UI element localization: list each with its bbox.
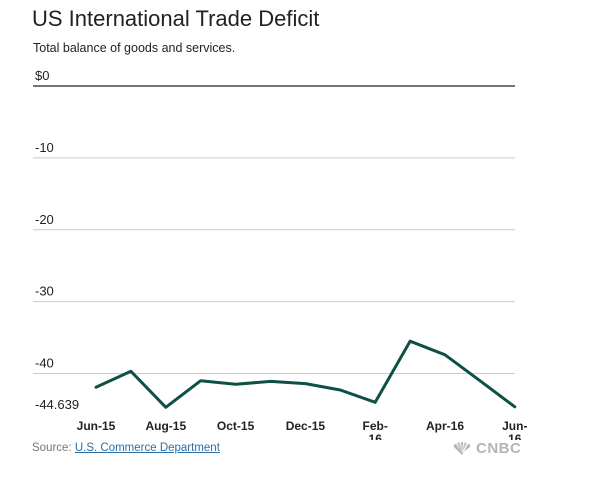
- x-tick-label: Oct-15: [217, 419, 255, 433]
- cnbc-logo: CNBC: [452, 440, 521, 457]
- y-tick-label: -30: [35, 284, 54, 299]
- y-tick-label: $0: [35, 68, 49, 83]
- x-tick-label: Feb-16: [363, 419, 388, 440]
- chart-subtitle: Total balance of goods and services.: [33, 41, 235, 55]
- x-tick-label: Apr-16: [426, 419, 464, 433]
- source-prefix: Source:: [32, 442, 75, 454]
- y-axis-ticks: $0 -10 -20 -30 -40 -44.639: [35, 68, 79, 412]
- logo-text: CNBC: [476, 440, 522, 457]
- y-tick-label: -10: [35, 140, 54, 155]
- chart-title: US International Trade Deficit: [32, 6, 319, 31]
- x-axis-ticks: Jun-15 Aug-15 Oct-15 Dec-15 Feb-16 Apr-16 Jun-…: [77, 419, 528, 440]
- nbc-peacock-icon: [453, 441, 471, 455]
- source-note: Source: U.S. Commerce Department: [32, 442, 220, 454]
- x-tick-label: Dec-15: [286, 419, 326, 433]
- source-link[interactable]: U.S. Commerce Department: [74, 442, 220, 454]
- x-tick-label: Aug-15: [145, 419, 186, 433]
- x-tick-label: Jun-16: [502, 419, 527, 440]
- gridlines: [33, 85, 515, 374]
- series-line: [94, 339, 517, 409]
- y-tick-label: -40: [35, 356, 54, 371]
- y-tick-label: -44.639: [35, 397, 79, 412]
- trade-deficit-chart: US International Trade Deficit Total bal…: [32, 6, 528, 440]
- y-tick-label: -20: [35, 212, 54, 227]
- x-tick-label: Jun-15: [77, 419, 116, 433]
- series-layer: [94, 339, 517, 409]
